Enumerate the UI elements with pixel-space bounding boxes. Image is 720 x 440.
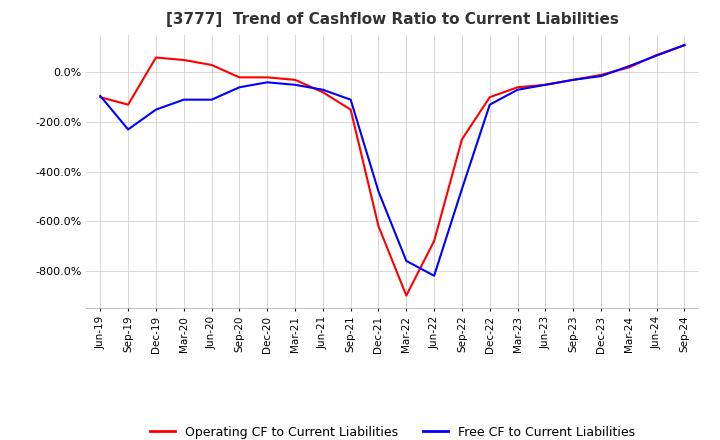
Free CF to Current Liabilities [346,97,355,103]
Operating CF to Current Liabilities [235,75,243,80]
Operating CF to Current Liabilities [318,90,327,95]
Title: [3777]  Trend of Cashflow Ratio to Current Liabilities: [3777] Trend of Cashflow Ratio to Curren… [166,12,618,27]
Free CF to Current Liabilities [430,273,438,279]
Free CF to Current Liabilities [124,127,132,132]
Free CF to Current Liabilities [624,63,633,69]
Operating CF to Current Liabilities [374,224,383,229]
Operating CF to Current Liabilities [569,77,577,82]
Free CF to Current Liabilities [402,258,410,264]
Operating CF to Current Liabilities [124,102,132,107]
Free CF to Current Liabilities [96,93,104,99]
Free CF to Current Liabilities [680,43,689,48]
Free CF to Current Liabilities [485,102,494,107]
Operating CF to Current Liabilities [263,75,271,80]
Line: Free CF to Current Liabilities: Free CF to Current Liabilities [100,45,685,276]
Free CF to Current Liabilities [513,87,522,92]
Free CF to Current Liabilities [541,82,550,88]
Operating CF to Current Liabilities [207,62,216,68]
Free CF to Current Liabilities [291,82,300,88]
Operating CF to Current Liabilities [291,77,300,82]
Free CF to Current Liabilities [569,77,577,82]
Free CF to Current Liabilities [152,107,161,112]
Free CF to Current Liabilities [235,84,243,90]
Free CF to Current Liabilities [652,53,661,58]
Operating CF to Current Liabilities [458,137,467,142]
Operating CF to Current Liabilities [680,43,689,48]
Operating CF to Current Liabilities [96,95,104,100]
Operating CF to Current Liabilities [513,84,522,90]
Operating CF to Current Liabilities [597,72,606,77]
Free CF to Current Liabilities [263,80,271,85]
Free CF to Current Liabilities [597,73,606,79]
Operating CF to Current Liabilities [541,82,550,88]
Free CF to Current Liabilities [207,97,216,103]
Line: Operating CF to Current Liabilities: Operating CF to Current Liabilities [100,45,685,296]
Operating CF to Current Liabilities [346,107,355,112]
Operating CF to Current Liabilities [652,52,661,58]
Operating CF to Current Liabilities [430,238,438,244]
Free CF to Current Liabilities [179,97,188,103]
Free CF to Current Liabilities [458,186,467,191]
Operating CF to Current Liabilities [485,95,494,100]
Operating CF to Current Liabilities [402,293,410,298]
Free CF to Current Liabilities [318,87,327,92]
Free CF to Current Liabilities [374,189,383,194]
Operating CF to Current Liabilities [179,57,188,62]
Legend: Operating CF to Current Liabilities, Free CF to Current Liabilities: Operating CF to Current Liabilities, Fre… [145,421,640,440]
Operating CF to Current Liabilities [624,65,633,70]
Operating CF to Current Liabilities [152,55,161,60]
